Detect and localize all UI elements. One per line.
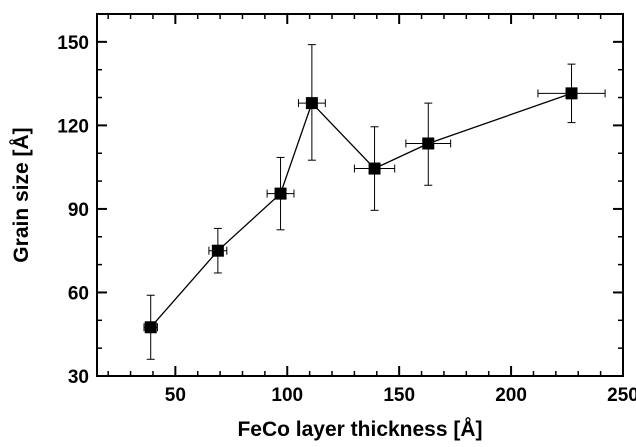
- series-line: [150, 92, 572, 328]
- x-tick-label: 250: [607, 385, 636, 406]
- x-tick-label: 50: [165, 385, 186, 406]
- data-point-marker: [211, 244, 224, 257]
- y-tick-label: 30: [68, 367, 89, 388]
- y-tick-label: 150: [57, 33, 89, 54]
- y-tick-label: 120: [57, 116, 89, 137]
- plot-area-frame: [96, 13, 624, 377]
- data-point-marker: [305, 97, 318, 110]
- y-tick-label: 90: [68, 200, 89, 221]
- data-markers: [144, 87, 578, 334]
- tick-labels: 50 100 150 200 250 30 60 90 120 150: [57, 33, 636, 406]
- error-bars: [143, 44, 606, 360]
- x-tick-label: 100: [271, 385, 303, 406]
- data-point-marker: [368, 162, 381, 175]
- series-path: [150, 92, 572, 328]
- y-axis-title: Grain size [Å]: [9, 127, 33, 262]
- data-point-marker: [422, 137, 435, 150]
- y-tick-label: 60: [68, 283, 89, 304]
- data-point-marker: [274, 187, 287, 200]
- data-point-marker: [565, 87, 578, 100]
- x-axis-title: FeCo layer thickness [Å]: [237, 417, 482, 441]
- x-tick-label: 200: [495, 385, 527, 406]
- data-point-marker: [144, 321, 157, 334]
- x-tick-label: 150: [383, 385, 415, 406]
- axis-ticks: [97, 13, 624, 377]
